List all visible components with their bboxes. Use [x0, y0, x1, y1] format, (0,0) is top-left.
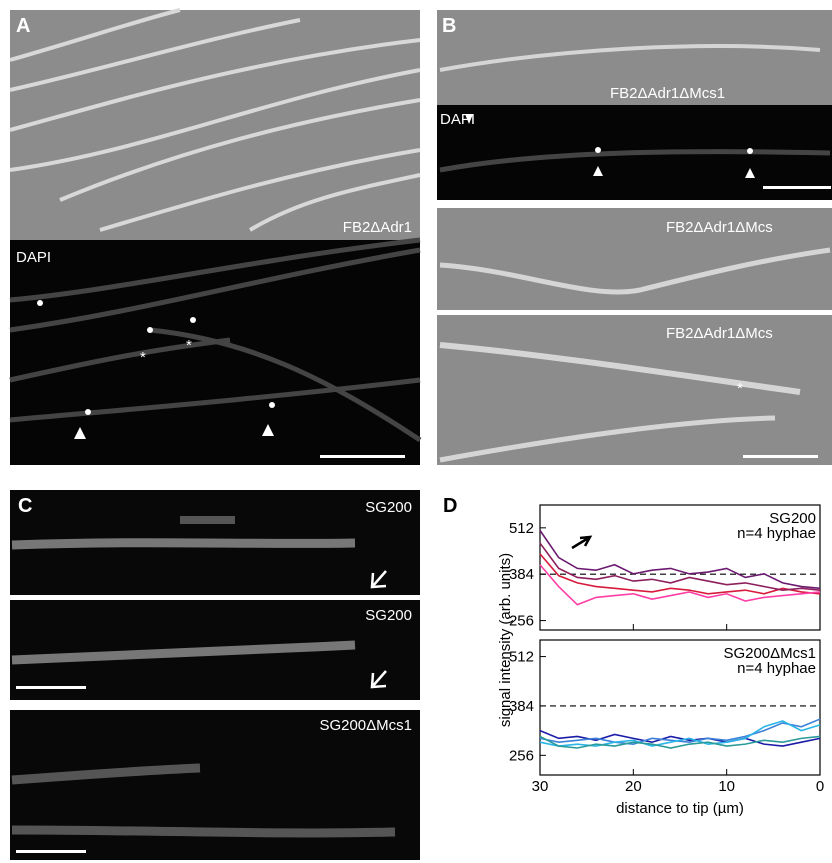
strain-label: SG200ΔMcs1 — [319, 717, 412, 734]
hyphae — [9, 8, 421, 232]
data-line — [539, 729, 821, 747]
stain-label: DAPI — [16, 249, 51, 266]
arrowheads — [74, 424, 274, 439]
y-tick-label: 256 — [509, 747, 534, 764]
hypha — [11, 763, 201, 785]
chart-title: SG200 — [769, 510, 816, 527]
data-line — [539, 735, 821, 749]
plot-frame — [539, 504, 821, 631]
data-line — [539, 529, 821, 590]
strain-label: FB2ΔAdr1ΔMcs — [666, 325, 773, 342]
scale-bar — [763, 186, 831, 189]
dapi-image — [10, 240, 420, 465]
panel-letter: D — [443, 495, 457, 517]
x-tick-label: 30 — [532, 778, 549, 795]
panel-letter: C — [18, 495, 32, 517]
stain-label: DAPI — [440, 111, 475, 128]
x-tick-label: 0 — [816, 778, 824, 795]
arrow — [370, 670, 387, 689]
chart-title: SG200ΔMcs1 — [723, 645, 816, 662]
arrowhead — [593, 166, 603, 176]
y-tick-label: 512 — [509, 649, 534, 666]
scale-bar — [743, 455, 818, 458]
strain-label: SG200 — [365, 607, 412, 624]
hypha — [439, 149, 831, 173]
y-tick-label: 384 — [509, 566, 534, 583]
x-tick-label: 20 — [625, 778, 642, 795]
arrow — [571, 535, 593, 550]
data-line — [539, 542, 821, 591]
panel-letter: B — [442, 15, 456, 37]
y-tick-label: 384 — [509, 698, 534, 715]
asterisk: * — [140, 349, 146, 366]
arrow — [370, 570, 387, 589]
hypha — [11, 640, 356, 665]
asterisk: * — [186, 337, 192, 354]
strain-label: SG200 — [365, 499, 412, 516]
asterisk: * — [737, 380, 743, 397]
arrowhead — [465, 114, 473, 124]
dic-image — [437, 10, 832, 105]
arrowhead — [745, 168, 755, 178]
strain-label: FB2ΔAdr1ΔMcs — [666, 219, 773, 236]
x-axis-label: distance to tip (µm) — [616, 800, 744, 817]
data-line — [539, 720, 821, 747]
hypha — [439, 415, 776, 463]
data-line — [539, 564, 821, 606]
scale-bar — [320, 455, 405, 458]
data-line — [539, 718, 821, 745]
x-tick-label: 10 — [718, 778, 735, 795]
hypha — [11, 825, 396, 838]
hypha — [439, 247, 831, 295]
hypha — [439, 44, 821, 72]
data-line — [539, 553, 821, 595]
panel-letter: A — [16, 15, 30, 37]
hyphae — [9, 237, 422, 443]
strain-label: FB2ΔAdr1ΔMcs1 — [610, 85, 725, 102]
nucleus — [747, 148, 753, 154]
nuclei — [37, 300, 275, 415]
y-tick-label: 512 — [509, 520, 534, 537]
scale-bar — [16, 686, 86, 689]
hypha — [439, 342, 801, 395]
nucleus — [595, 147, 601, 153]
chart-subtitle: n=4 hyphae — [737, 660, 816, 677]
dic-image — [10, 10, 420, 240]
strain-label: FB2ΔAdr1 — [343, 219, 412, 236]
scale-bar — [16, 850, 86, 853]
y-axis-label: signal intensity (arb. units) — [497, 553, 514, 727]
chart-subtitle: n=4 hyphae — [737, 525, 816, 542]
hypha — [11, 538, 356, 550]
plot-frame — [539, 639, 821, 776]
y-tick-label: 256 — [509, 613, 534, 630]
